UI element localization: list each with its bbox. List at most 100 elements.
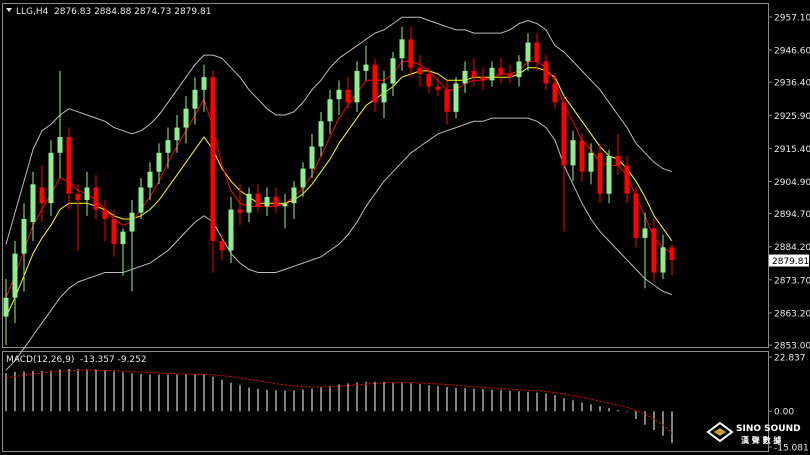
- macd-indicator-values: -13.357 -9.252: [80, 355, 147, 365]
- candle-body-up: [570, 140, 576, 166]
- diamond-logo-icon: [706, 421, 734, 443]
- candle-body-down: [210, 77, 216, 242]
- candle-body-down: [534, 42, 540, 62]
- symbol-timeframe: LLG,H4: [16, 7, 49, 17]
- price-axis: 2957.10 2946.60 2936.40 2925.90 2915.40 2904.…: [768, 14, 810, 352]
- candle-body-up: [516, 61, 522, 78]
- candle-body-down: [624, 165, 630, 194]
- macd-histogram: [5, 368, 673, 443]
- candle-body-up: [12, 253, 18, 298]
- price-tick-label: 2884.20: [774, 243, 810, 253]
- current-price-label: 2879.81: [772, 257, 809, 267]
- candle-body-down: [561, 102, 567, 166]
- price-tick-label: 2894.70: [774, 210, 810, 220]
- candle-body-up: [489, 67, 495, 81]
- candle-body-up: [309, 146, 315, 169]
- candle-body-up: [246, 193, 252, 213]
- candle-body-down: [111, 218, 117, 245]
- logo-text-cn: 漢 聲 數 據: [741, 435, 782, 445]
- candle-body-up: [327, 99, 333, 122]
- candle-body-up: [192, 89, 198, 109]
- price-panel-frame: [2, 3, 769, 348]
- candle-body-up: [21, 218, 27, 254]
- candle-body-down: [669, 247, 675, 260]
- price-tick-label: 2853.00: [774, 342, 810, 352]
- ma-slow-line: [5, 67, 673, 317]
- logo-text-en: SINO SOUND: [736, 424, 801, 434]
- candle-body-down: [597, 152, 603, 194]
- symbol-menu-triangle-icon[interactable]: [6, 8, 12, 12]
- candle-body-up: [606, 155, 612, 194]
- candle-body-up: [165, 140, 171, 153]
- price-tick-label: 2925.90: [774, 112, 810, 122]
- candle-body-down: [444, 89, 450, 112]
- candle-body-down: [93, 187, 99, 210]
- candle-body-down: [219, 241, 225, 251]
- candle-body-down: [507, 74, 513, 78]
- ma-fast-line: [5, 60, 673, 298]
- candle-body-up: [381, 83, 387, 103]
- candle-body-up: [147, 171, 153, 188]
- candle-body-up: [183, 108, 189, 128]
- macd-panel-frame: [2, 351, 769, 452]
- price-tick-label: 2936.40: [774, 79, 810, 89]
- candle-body-down: [471, 70, 477, 78]
- candle-body-down: [417, 67, 423, 75]
- candle-body-down: [480, 77, 486, 81]
- candle-body-down: [435, 86, 441, 90]
- candle-body-up: [174, 127, 180, 141]
- price-tick-label: 2873.70: [774, 276, 810, 286]
- price-tick-label: 2863.20: [774, 309, 810, 319]
- candle-body-up: [264, 196, 270, 207]
- price-tick-label: 2915.40: [774, 145, 810, 155]
- diamond-logo-inner-icon: [714, 428, 726, 436]
- candle-body-up: [3, 297, 9, 317]
- candle-body-down: [345, 89, 351, 103]
- candle-body-up: [156, 152, 162, 172]
- candle-body-up: [363, 64, 369, 71]
- candle-body-up: [642, 228, 648, 238]
- candle-body-up: [354, 70, 360, 103]
- candle-body-down: [633, 193, 639, 238]
- candle-body-down: [66, 137, 72, 194]
- candle-body-up: [129, 212, 135, 232]
- candle-body-up: [228, 209, 234, 251]
- candle-body-down: [408, 39, 414, 68]
- candle-body-down: [102, 209, 108, 219]
- candle-body-up: [300, 168, 306, 188]
- candle-body-up: [336, 89, 342, 100]
- sino-sound-logo: SINO SOUND 漢 聲 數 據: [706, 421, 801, 445]
- macd-signal-line: [5, 369, 673, 434]
- price-tick-label: 2946.60: [774, 47, 810, 57]
- candle-body-up: [57, 137, 63, 153]
- candle-body-up: [318, 121, 324, 147]
- moving-averages: [5, 60, 673, 317]
- bollinger-lower-line: [5, 117, 673, 371]
- candle-body-up: [138, 187, 144, 213]
- macd-tick-label: -15.081: [774, 444, 809, 454]
- candle-body-up: [291, 187, 297, 204]
- candle-body-up: [525, 42, 531, 62]
- candle-body-up: [453, 83, 459, 112]
- ohlc-values: 2876.83 2884.88 2874.73 2879.81: [54, 7, 211, 17]
- current-price-tag: [769, 254, 809, 267]
- macd-axis: 22.837 0.00 -15.081: [768, 354, 809, 454]
- price-tick-label: 2957.10: [774, 14, 810, 24]
- candle-body-down: [426, 74, 432, 87]
- candle-body-up: [282, 203, 288, 207]
- candle-body-down: [237, 209, 243, 213]
- candle-body-up: [588, 152, 594, 172]
- candle-body-up: [84, 187, 90, 201]
- candle-body-up: [390, 58, 396, 84]
- candle-body-up: [48, 152, 54, 204]
- candle-body-down: [39, 187, 45, 204]
- macd-tick-label: 22.837: [774, 354, 806, 364]
- candle-body-down: [543, 61, 549, 84]
- candle-body-up: [120, 231, 126, 245]
- candle-body-up: [660, 247, 666, 273]
- candle-body-up: [201, 77, 207, 90]
- macd-tick-label: 0.00: [774, 408, 794, 418]
- candle-body-down: [273, 196, 279, 207]
- candle-body-down: [75, 193, 81, 201]
